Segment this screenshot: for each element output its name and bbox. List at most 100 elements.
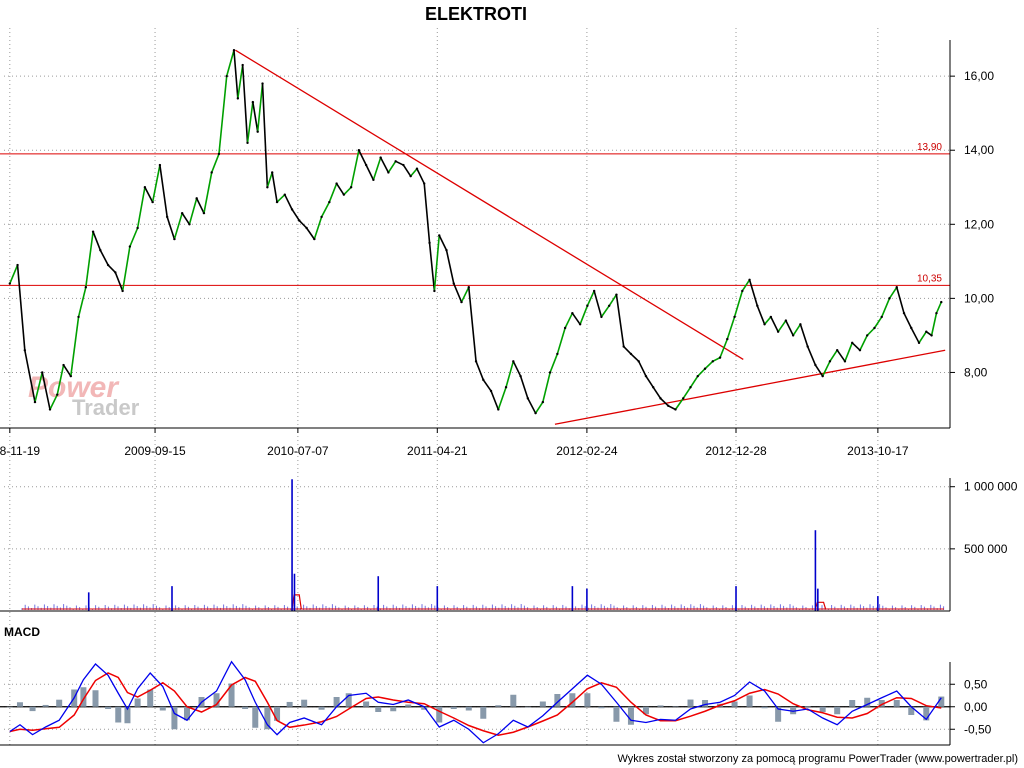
price-point <box>474 360 478 363</box>
macd-histogram-bar <box>908 706 915 715</box>
y-tick-label: 12,00 <box>964 217 994 231</box>
price-segment <box>218 76 228 155</box>
level-label: 10,35 <box>917 273 942 284</box>
price-point <box>696 374 699 378</box>
price-segment <box>615 294 625 347</box>
price-segment <box>519 375 529 399</box>
price-segment <box>556 327 566 355</box>
macd-histogram-bar <box>115 706 122 723</box>
price-segment <box>291 209 300 222</box>
price-point <box>504 386 508 389</box>
price-segment <box>121 246 131 292</box>
price-segment <box>305 227 315 240</box>
price-point <box>556 352 559 356</box>
price-point <box>195 197 198 200</box>
macd-histogram-bar <box>56 699 63 707</box>
price-segment <box>930 313 938 336</box>
macd-histogram-bar <box>159 706 166 711</box>
price-segment <box>372 157 382 181</box>
price-segment <box>910 327 920 344</box>
price-segment <box>387 160 397 173</box>
price-segment <box>630 353 640 362</box>
price-segment <box>741 279 751 292</box>
price-point <box>526 397 530 400</box>
price-segment <box>829 349 838 362</box>
price-segment <box>350 150 360 188</box>
macd-histogram-bar <box>598 706 605 709</box>
price-segment <box>475 361 485 381</box>
price-point <box>497 408 500 411</box>
price-segment <box>203 172 213 214</box>
price-point <box>799 323 802 326</box>
price-segment <box>144 186 154 203</box>
x-tick-label: 2012-12-28 <box>705 444 767 458</box>
price-point <box>910 326 913 330</box>
price-point <box>261 82 264 85</box>
price-segment <box>181 212 191 225</box>
price-segment <box>571 312 581 325</box>
price-point <box>917 341 921 345</box>
price-point <box>188 223 191 226</box>
price-point <box>659 397 662 400</box>
price-segment <box>284 194 293 210</box>
macd-histogram-bar <box>480 706 487 719</box>
price-segment <box>821 360 831 377</box>
price-point <box>320 215 323 219</box>
price-point <box>667 404 670 407</box>
price-segment <box>195 198 205 214</box>
price-point <box>571 311 574 315</box>
price-point <box>629 352 633 356</box>
price-point <box>409 174 412 178</box>
price-segment <box>410 168 418 177</box>
macd-histogram-bar <box>834 706 841 715</box>
price-series <box>8 49 943 415</box>
x-tick-label: 2011-04-21 <box>407 444 468 458</box>
price-segment <box>358 149 367 166</box>
chart-title: ELEKTROTI <box>425 4 527 24</box>
macd-histogram-bar <box>147 689 154 707</box>
price-segment <box>225 50 235 77</box>
price-segment <box>770 316 779 333</box>
macd-histogram-bar <box>893 700 900 707</box>
price-point <box>128 245 132 248</box>
price-segment <box>763 316 772 325</box>
price-point <box>283 193 286 196</box>
price-segment <box>107 264 116 274</box>
price-point <box>940 300 943 304</box>
macd-histogram-bar <box>864 697 871 707</box>
price-point <box>256 130 259 133</box>
price-segment <box>704 360 714 370</box>
price-point <box>23 349 27 352</box>
price-point <box>313 237 316 241</box>
volume-axis: 500 000 1 000 000 <box>0 478 1018 612</box>
price-segment <box>652 386 662 399</box>
price-point <box>835 349 839 352</box>
x-tick-label: 2012-02-24 <box>556 444 618 458</box>
price-point <box>674 408 677 411</box>
price-segment <box>777 320 787 333</box>
price-segment <box>490 390 500 410</box>
price-point <box>16 263 19 267</box>
macd-histogram-bar <box>465 706 472 711</box>
price-segment <box>799 324 809 347</box>
price-segment <box>328 183 338 203</box>
price-point <box>741 289 744 293</box>
macd-histogram-bar <box>524 706 531 708</box>
macd-histogram-bar <box>804 706 811 707</box>
price-segment <box>320 201 331 218</box>
macd-histogram-bar <box>363 701 370 707</box>
x-tick-label: 2013-10-17 <box>847 444 909 458</box>
price-segment <box>482 379 492 392</box>
price-point <box>548 371 552 374</box>
price-segment <box>674 397 684 410</box>
price-point <box>69 374 73 378</box>
macd-histogram-bar <box>390 706 397 712</box>
price-point <box>394 160 397 163</box>
price-segment <box>712 356 721 363</box>
price-segment <box>99 249 109 266</box>
price-point <box>275 200 279 204</box>
price-point <box>290 208 294 211</box>
macd-histogram-bar <box>274 706 281 721</box>
